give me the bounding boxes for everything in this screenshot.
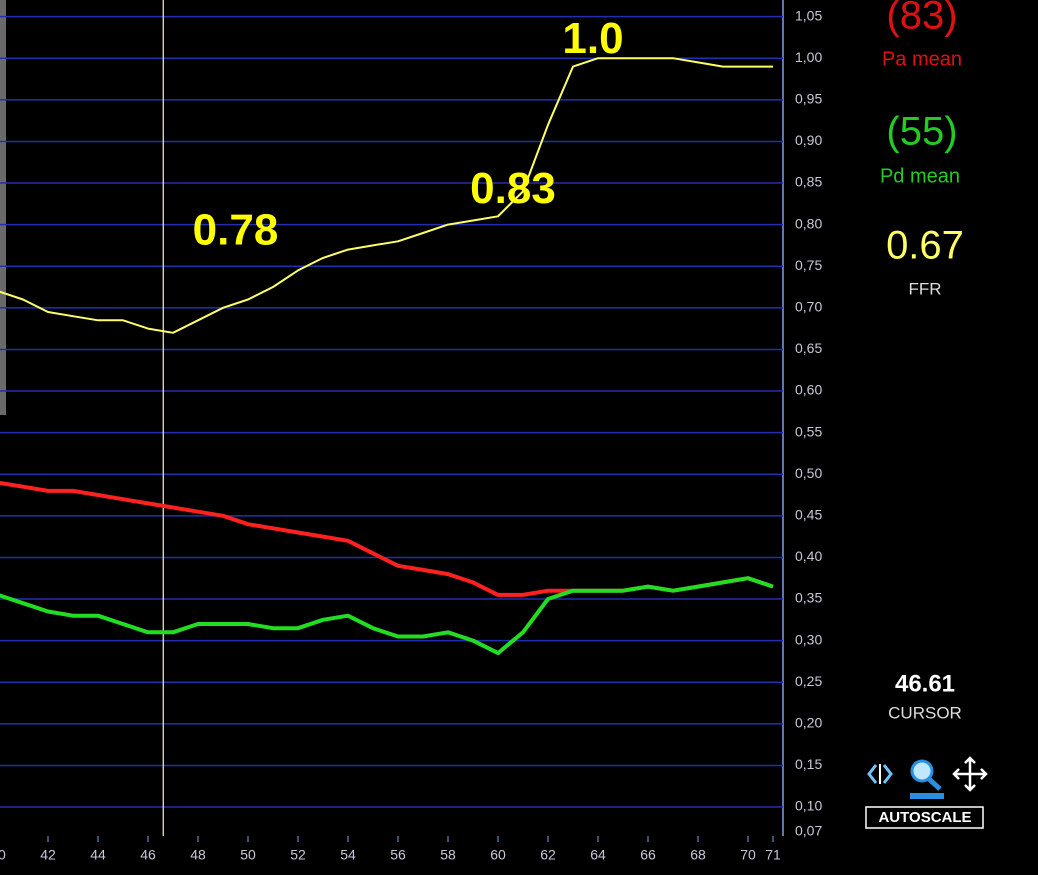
series-line [0, 57, 773, 334]
pd-label: Pd mean [880, 165, 960, 187]
annotation: 1.0 [562, 14, 623, 63]
autoscale-label[interactable]: AUTOSCALE [878, 809, 971, 826]
series-line [0, 576, 774, 656]
x-tick-label: 58 [440, 847, 456, 863]
plot: 0,07 0,10 0,15 0,20 0,25 0,30 0,35 0,40 0,45 0,50… [0, 0, 822, 863]
zoom-tool-underline [910, 793, 944, 799]
x-tick-label: 60 [490, 847, 506, 863]
cursor-label: CURSOR [888, 703, 962, 722]
y-tick-label: 0,15 [795, 756, 822, 772]
autoscale-button[interactable] [865, 806, 984, 829]
y-tick-label: 0,50 [795, 465, 822, 481]
y-tick-label: 0,07 [795, 823, 822, 839]
y-tick-label: 0,65 [795, 340, 822, 356]
y-tick-label: 0,20 [795, 715, 822, 731]
y-tick-label: 0,35 [795, 590, 822, 606]
y-tick-label: 0,95 [795, 91, 822, 107]
tool-icons[interactable] [867, 756, 988, 799]
y-tick-label: 0,80 [795, 215, 822, 231]
y-tick-label: 0,60 [795, 382, 822, 398]
y-tick-label: 0,75 [795, 257, 822, 273]
x-tick-label: 50 [240, 847, 256, 863]
cursor-value: 46.61 [895, 670, 955, 697]
y-tick-label: 1,00 [795, 49, 822, 65]
y-tick-label: 0,55 [795, 423, 822, 439]
x-tick-label: 44 [90, 847, 106, 863]
pa-readout: (83) [886, 0, 957, 38]
x-tick-label: 40 [0, 847, 6, 863]
left-panel-edge [0, 0, 6, 415]
x-tick-label: 64 [590, 847, 606, 863]
x-tick-label: 68 [690, 847, 706, 863]
cursor-tool-icon[interactable] [867, 764, 893, 784]
ffr-readout: 0.67 [886, 224, 964, 268]
x-tick-label: 52 [290, 847, 306, 863]
y-tick-label: 0,45 [795, 507, 822, 523]
x-tick-label: 66 [640, 847, 656, 863]
y-tick-label: 1,05 [795, 7, 822, 23]
annotation: 0.78 [193, 206, 279, 255]
y-tick-label: 0,90 [795, 132, 822, 148]
y-tick-label: 0,10 [795, 798, 822, 814]
ffr-label: FFR [908, 279, 941, 298]
x-tick-label: 62 [540, 847, 556, 863]
y-tick-label: 0,40 [795, 548, 822, 564]
pa-label: Pa mean [882, 48, 962, 70]
y-tick-label: 0,70 [795, 299, 822, 315]
x-tick-label: 54 [340, 847, 356, 863]
zoom-tool-icon[interactable] [910, 759, 934, 783]
pd-readout: (55) [886, 110, 957, 154]
x-tick-label: 48 [190, 847, 206, 863]
x-tick-label: 56 [390, 847, 406, 863]
x-tick-label: 71 [765, 847, 781, 863]
x-tick-label: 46 [140, 847, 156, 863]
y-tick-label: 0,85 [795, 174, 822, 190]
sidebar: (83) Pa mean (55) Pd mean 0.67 FFR 46.61… [865, 0, 988, 829]
pan-tool-icon[interactable] [952, 756, 988, 792]
x-tick-label: 70 [740, 847, 756, 863]
y-tick-label: 0,25 [795, 673, 822, 689]
annotation: 0.83 [470, 164, 556, 213]
zoom-tool-handle [927, 777, 942, 791]
x-tick-label: 42 [40, 847, 56, 863]
y-tick-label: 0,30 [795, 631, 822, 647]
